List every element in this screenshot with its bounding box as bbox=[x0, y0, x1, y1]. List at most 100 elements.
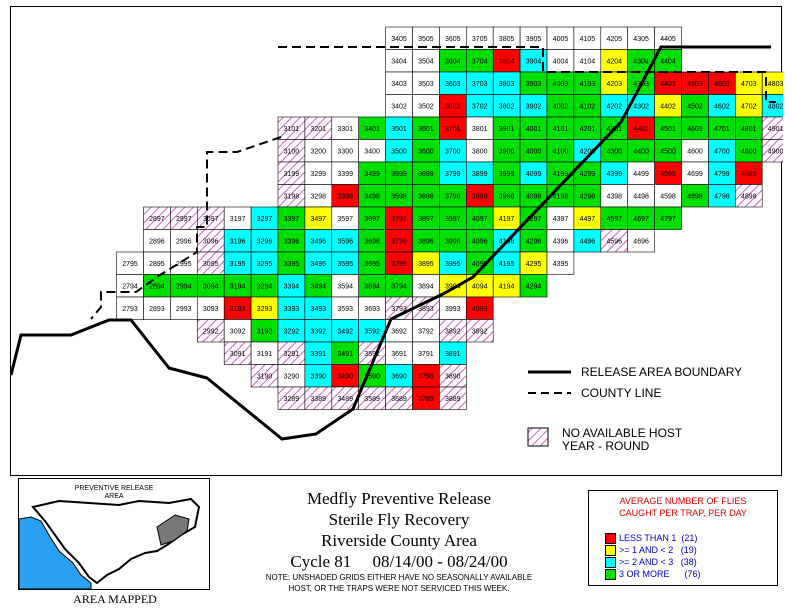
grid-cell-label: 3901 bbox=[499, 126, 515, 133]
grid-cell-label: 3395 bbox=[284, 261, 300, 268]
grid-cell-label: 3200 bbox=[311, 148, 327, 155]
grid-cell-label: 4296 bbox=[526, 238, 542, 245]
grid-cell-label: 3500 bbox=[391, 148, 407, 155]
grid-cell-label: 4502 bbox=[687, 103, 703, 110]
grid-cell-label: 3803 bbox=[499, 81, 515, 88]
grid-cell-label: 4900 bbox=[768, 148, 783, 155]
grid-cell-label: 3393 bbox=[284, 306, 300, 313]
grid-cell-label: 4095 bbox=[472, 261, 488, 268]
grid-cell-label: 4798 bbox=[714, 193, 730, 200]
grid-cell-label: 4603 bbox=[714, 81, 730, 88]
fly-legend-header: AVERAGE NUMBER OF FLIES CAUGHT PER TRAP,… bbox=[589, 495, 777, 519]
release-area-boundary bbox=[11, 45, 771, 441]
grid-cell-label: 3693 bbox=[364, 306, 380, 313]
grid-cell-label: 2897 bbox=[149, 216, 165, 223]
grid-cell-label: 3902 bbox=[526, 103, 542, 110]
grid-cell-label: 3893 bbox=[418, 306, 434, 313]
grid-cell-label: 3798 bbox=[445, 193, 461, 200]
grid-cell-label: 3802 bbox=[499, 103, 515, 110]
grid-cell-label: 3405 bbox=[391, 36, 407, 43]
note-line-1: NOTE: UNSHADED GRIDS EITHER HAVE NO SEAS… bbox=[265, 573, 533, 582]
grid-cell-label: 4101 bbox=[553, 126, 569, 133]
grid-cell-3992 bbox=[465, 319, 494, 343]
grid-cell-label: 2893 bbox=[149, 306, 165, 313]
grid-cell-label: 4500 bbox=[660, 148, 676, 155]
grid-cell-label: 4401 bbox=[633, 126, 649, 133]
grid-cell-label: 3905 bbox=[526, 36, 542, 43]
grid-cell-label: 3603 bbox=[445, 81, 461, 88]
grid-cell-label: 3499 bbox=[364, 171, 380, 178]
grid-cell-label: 4202 bbox=[607, 103, 623, 110]
inset-label-1: PREVENTIVE RELEASE bbox=[75, 485, 154, 492]
grid-cell-4294 bbox=[519, 274, 548, 298]
grid-cell-label: 4899 bbox=[741, 171, 757, 178]
grid-cell-label: 3599 bbox=[391, 171, 407, 178]
grid-cell-label: 4801 bbox=[741, 126, 757, 133]
grid-cell-label: 4802 bbox=[768, 103, 783, 110]
map-titles: Medfly Preventive Release Sterile Fly Re… bbox=[212, 488, 586, 572]
grid-cell-label: 4601 bbox=[687, 126, 703, 133]
grid-cell-label: 3289 bbox=[284, 396, 300, 403]
grid-cell-label: 3993 bbox=[445, 306, 461, 313]
grid-cell-label: 3190 bbox=[257, 373, 273, 380]
grid-cell-label: 3400 bbox=[364, 148, 380, 155]
fly-legend-label: >= 1 AND < 2 (19) bbox=[619, 545, 697, 555]
fly-legend-item-green: 3 OR MORE (76) bbox=[605, 569, 701, 580]
grid-cell-label: 3695 bbox=[364, 261, 380, 268]
grid-cell-label: 3193 bbox=[230, 306, 246, 313]
grid-cell-label: 3790 bbox=[418, 373, 434, 380]
grid-cell-label: 3100 bbox=[284, 148, 300, 155]
grid-cell-label: 3201 bbox=[311, 126, 327, 133]
grid-cell-label: 4300 bbox=[607, 148, 623, 155]
legend-nohost-label-2: YEAR - ROUND bbox=[562, 439, 650, 453]
grid-cell-label: 4398 bbox=[607, 193, 623, 200]
grid-cell-label: 4098 bbox=[526, 193, 542, 200]
grid-cell-label: 3904 bbox=[526, 58, 542, 65]
grid-cell-label: 3291 bbox=[284, 351, 300, 358]
grid-cell-label: 3896 bbox=[418, 238, 434, 245]
grid-cell-label: 3689 bbox=[391, 396, 407, 403]
title-line-2: Sterile Fly Recovery bbox=[328, 510, 470, 529]
note-text: NOTE: UNSHADED GRIDS EITHER HAVE NO SEAS… bbox=[212, 572, 586, 594]
grid-cell-label: 3791 bbox=[418, 351, 434, 358]
grid-cell-label: 4304 bbox=[633, 58, 649, 65]
grid-cell-label: 3401 bbox=[364, 126, 380, 133]
grid-cell-label: 3295 bbox=[257, 261, 273, 268]
grid-cell-label: 4702 bbox=[741, 103, 757, 110]
grid-cell-label: 3795 bbox=[391, 261, 407, 268]
grid-cell-label: 3501 bbox=[391, 126, 407, 133]
grid-cell-label: 3598 bbox=[391, 193, 407, 200]
grid-cell-label: 4305 bbox=[633, 36, 649, 43]
title-line-3: Riverside County Area bbox=[321, 531, 477, 550]
grid-cell-label: 3601 bbox=[418, 126, 434, 133]
grid-cell-label: 3590 bbox=[364, 373, 380, 380]
grid-cell-label: 3701 bbox=[445, 126, 461, 133]
grid-map: 3405 3505 3605 3705 3805 3905 4005 4105 4205 4305… bbox=[11, 26, 783, 447]
grid-cell-label: 3492 bbox=[337, 328, 353, 335]
inset-label-2: AREA bbox=[104, 493, 123, 500]
grid-cell-label: 3602 bbox=[445, 103, 461, 110]
grid-cell-label: 3197 bbox=[230, 216, 246, 223]
grid-cell-label: 4302 bbox=[633, 103, 649, 110]
grid-cell-label: 4599 bbox=[660, 171, 676, 178]
grid-cell-label: 3604 bbox=[445, 58, 461, 65]
grid-cell-label: 4498 bbox=[633, 193, 649, 200]
grid-cell-label: 4198 bbox=[553, 193, 569, 200]
grid-cell-label: 2793 bbox=[122, 306, 138, 313]
grid-cell-label: 4001 bbox=[526, 126, 542, 133]
grid-cell-label: 3101 bbox=[284, 126, 300, 133]
grid-cell-label: 3503 bbox=[418, 81, 434, 88]
grid-cell-label: 3294 bbox=[257, 283, 273, 290]
grid-cell-label: 4199 bbox=[553, 171, 569, 178]
fly-legend-label: >= 2 AND < 3 (38) bbox=[619, 557, 697, 567]
grid-cell-label: 4901 bbox=[768, 126, 783, 133]
title-line-4: Cycle 81 08/14/00 - 08/24/00 bbox=[290, 552, 508, 571]
grid-cell-label: 3997 bbox=[445, 216, 461, 223]
grid-cell-label: 3498 bbox=[364, 193, 380, 200]
grid-cell-label: 3504 bbox=[418, 58, 434, 65]
grid-cell-label: 3889 bbox=[445, 396, 461, 403]
grid-cell-label: 3699 bbox=[418, 171, 434, 178]
grid-cell-label: 3692 bbox=[391, 328, 407, 335]
grid-cell-label: 3800 bbox=[472, 148, 488, 155]
fly-legend-label: LESS THAN 1 (21) bbox=[619, 533, 698, 543]
